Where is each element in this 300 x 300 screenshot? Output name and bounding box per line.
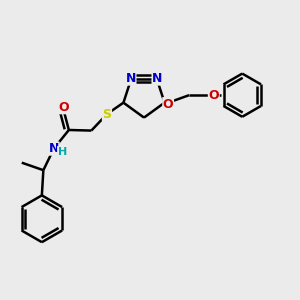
Text: N: N xyxy=(125,72,136,85)
Text: S: S xyxy=(103,108,112,121)
Text: O: O xyxy=(58,101,69,114)
Text: H: H xyxy=(58,147,67,157)
Text: N: N xyxy=(152,72,163,85)
Text: O: O xyxy=(208,89,219,102)
Text: O: O xyxy=(163,98,173,111)
Text: N: N xyxy=(49,142,59,155)
